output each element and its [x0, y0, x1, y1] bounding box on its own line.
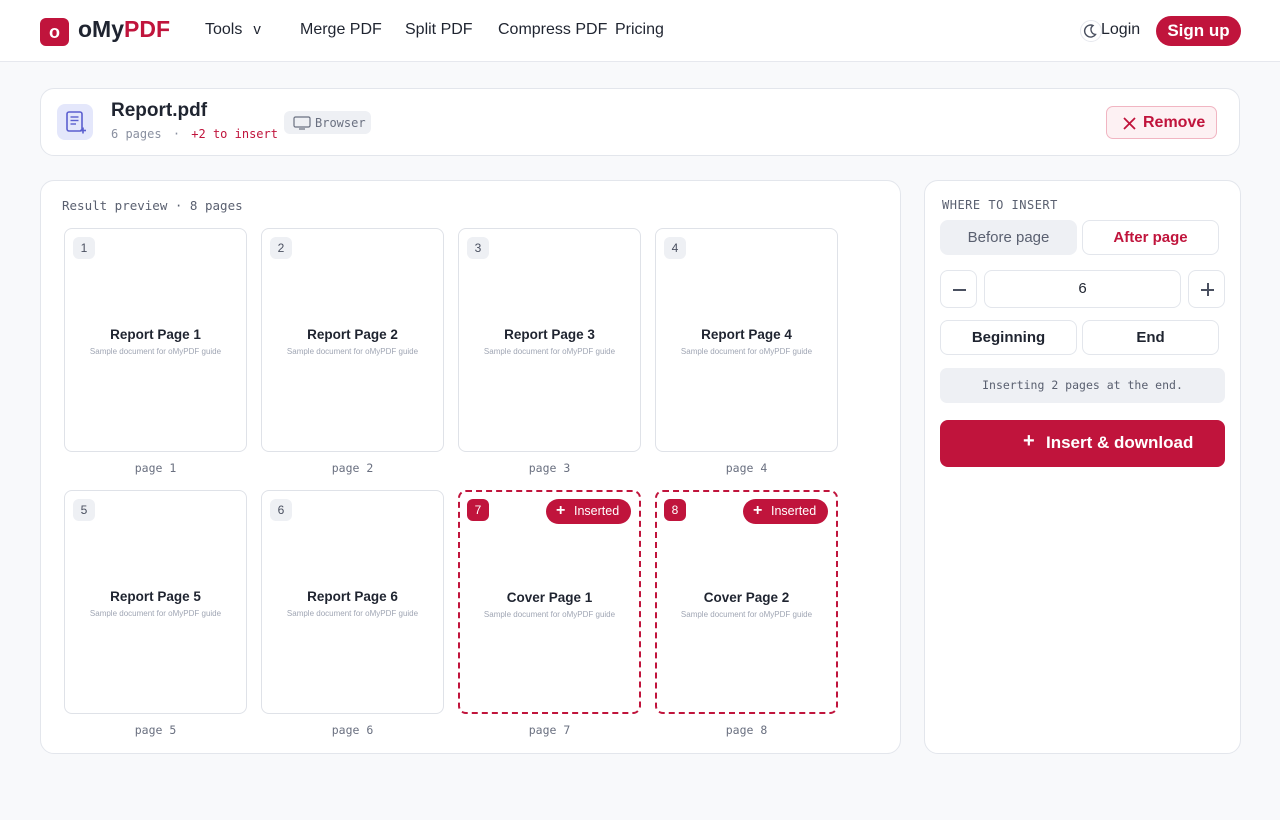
insert-position-title: WHERE TO INSERT	[942, 198, 1058, 212]
file-card: Report.pdf 6 pages · +2 to insert Browse…	[40, 88, 1240, 156]
page-subtitle: Sample document for oMyPDF guide	[89, 347, 222, 356]
inserted-badge: + Inserted	[743, 499, 828, 524]
theme-toggle-button[interactable]	[1080, 20, 1102, 42]
chevron-down-icon: v	[253, 21, 261, 38]
page-subtitle: Sample document for oMyPDF guide	[483, 610, 616, 619]
nav-merge-pdf[interactable]: Merge PDF	[300, 21, 382, 38]
page-number-badge: 3	[467, 237, 489, 259]
logo-icon[interactable]: o	[40, 18, 69, 46]
nav-split-pdf[interactable]: Split PDF	[405, 21, 473, 38]
page-title: Report Page 2	[307, 327, 398, 342]
page-label: page 7	[528, 723, 571, 737]
page-subtitle: Sample document for oMyPDF guide	[680, 347, 813, 356]
page-number-badge: 7	[467, 499, 489, 521]
remove-file-button[interactable]: Remove	[1106, 106, 1217, 139]
monitor-icon	[293, 116, 311, 130]
page-label: page 4	[725, 461, 768, 475]
insert-options-panel: WHERE TO INSERT Before page After page 6…	[924, 180, 1241, 754]
brand-name[interactable]: oMyPDF	[78, 16, 170, 42]
page-label: page 3	[528, 461, 571, 475]
page-subtitle: Sample document for oMyPDF guide	[286, 609, 419, 618]
page-number-badge: 5	[73, 499, 95, 521]
increment-page-button[interactable]	[1188, 270, 1225, 308]
before-page-option[interactable]: Before page	[940, 220, 1077, 255]
insert-info-message: Inserting 2 pages at the end.	[940, 368, 1225, 403]
plus-icon: +	[753, 502, 763, 519]
end-button[interactable]: End	[1082, 320, 1219, 355]
inserted-page-thumbnail[interactable]: 8 + Inserted Cover Page 2 Sample document fo…	[655, 490, 838, 714]
plus-icon: +	[556, 502, 566, 519]
page-number-input[interactable]: 6	[984, 270, 1181, 308]
beginning-button[interactable]: Beginning	[940, 320, 1077, 355]
result-preview-panel: Result preview · 8 pages 1 Report Page 1 S…	[40, 180, 901, 754]
page-title: Report Page 4	[701, 327, 792, 342]
page-subtitle: Sample document for oMyPDF guide	[483, 347, 616, 356]
page-title: Report Page 3	[504, 327, 595, 342]
page-thumbnail[interactable]: 4 Report Page 4 Sample document for oMyPDF…	[655, 228, 838, 452]
page-title: Report Page 6	[307, 589, 398, 604]
page-thumbnail[interactable]: 2 Report Page 2 Sample document for oMyPDF…	[261, 228, 444, 452]
plus-icon: +	[1023, 430, 1035, 452]
nav-compress-pdf[interactable]: Compress PDF	[498, 21, 608, 38]
page-number-badge: 2	[270, 237, 292, 259]
page-thumbnail[interactable]: 1 Report Page 1 Sample document for oMyPDF…	[64, 228, 247, 452]
inserted-badge: + Inserted	[546, 499, 631, 524]
close-icon	[1123, 117, 1136, 130]
preview-title: Result preview · 8 pages	[62, 198, 243, 213]
moon-icon	[1083, 24, 1097, 38]
page-subtitle: Sample document for oMyPDF guide	[680, 610, 813, 619]
page-thumbnail[interactable]: 6 Report Page 6 Sample document for oMyPDF…	[261, 490, 444, 714]
page-thumbnail[interactable]: 3 Report Page 3 Sample document for oMyPDF…	[458, 228, 641, 452]
inserted-page-thumbnail[interactable]: 7 + Inserted Cover Page 1 Sample document fo…	[458, 490, 641, 714]
insert-download-button[interactable]: + Insert & download	[940, 420, 1225, 467]
top-navigation-bar: o oMyPDF Tools v Merge PDF Split PDF Comp…	[0, 0, 1280, 62]
page-number-badge: 8	[664, 499, 686, 521]
decrement-page-button[interactable]	[940, 270, 977, 308]
document-add-icon	[57, 104, 93, 140]
page-label: page 6	[331, 723, 374, 737]
page-title: Cover Page 1	[506, 590, 593, 605]
page-label: page 5	[134, 723, 177, 737]
page-title: Report Page 1	[110, 327, 201, 342]
nav-tools-menu[interactable]: Tools v	[205, 21, 261, 38]
page-label: page 1	[134, 461, 177, 475]
file-meta: 6 pages · +2 to insert	[111, 127, 278, 141]
after-page-option[interactable]: After page	[1082, 220, 1219, 255]
page-subtitle: Sample document for oMyPDF guide	[286, 347, 419, 356]
page-number-badge: 1	[73, 237, 95, 259]
page-thumbnail[interactable]: 5 Report Page 5 Sample document for oMyPDF…	[64, 490, 247, 714]
page-label: page 8	[725, 723, 768, 737]
signup-button[interactable]: Sign up	[1156, 16, 1241, 46]
page-number-badge: 4	[664, 237, 686, 259]
page-title: Report Page 5	[110, 589, 201, 604]
login-link[interactable]: Login	[1101, 21, 1141, 38]
page-label: page 2	[331, 461, 374, 475]
file-name: Report.pdf	[111, 100, 208, 121]
page-title: Cover Page 2	[703, 590, 790, 605]
page-subtitle: Sample document for oMyPDF guide	[89, 609, 222, 618]
source-badge: Browser	[284, 111, 371, 134]
page-number-badge: 6	[270, 499, 292, 521]
nav-pricing[interactable]: Pricing	[615, 21, 664, 38]
